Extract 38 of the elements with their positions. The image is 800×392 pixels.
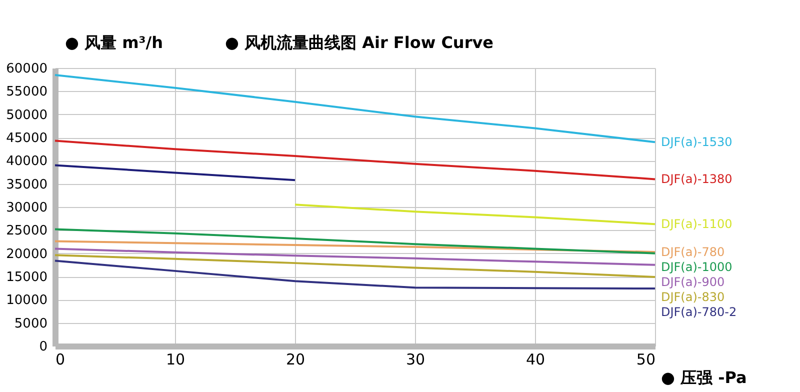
series-label: DJF(a)-1000 xyxy=(661,260,732,274)
line-series xyxy=(294,204,656,226)
y-tick-label: 50000 xyxy=(6,108,48,123)
series-label: DJF(a)-830 xyxy=(661,290,725,304)
line-series xyxy=(54,260,656,290)
line-series xyxy=(54,240,656,253)
x-tick-label: 50 xyxy=(636,350,656,368)
y-tick-label: 5000 xyxy=(14,316,48,332)
x-tick-label: 10 xyxy=(166,350,186,368)
x-tick-label: 30 xyxy=(406,350,426,368)
line-series xyxy=(54,140,656,180)
y-tick-label: 15000 xyxy=(6,270,48,285)
line-series xyxy=(54,228,656,254)
series-label: DJF(a)-780 xyxy=(661,244,725,259)
y-tick-label: 30000 xyxy=(6,200,48,216)
series-label: DJF(a)-1100 xyxy=(661,217,732,232)
line-series xyxy=(54,248,656,266)
line-series xyxy=(54,254,656,278)
x-tick-label: 40 xyxy=(526,350,546,368)
series-label: DJF(a)-900 xyxy=(661,274,725,289)
y-axis-title: ● 风量 m³/h xyxy=(65,33,164,52)
line-series xyxy=(54,74,656,144)
y-tick-label: 20000 xyxy=(6,246,48,262)
y-tick-label: 10000 xyxy=(6,293,48,308)
y-tick-label: 40000 xyxy=(6,154,48,170)
y-tick-label: 25000 xyxy=(6,224,48,239)
series-label: DJF(a)-1530 xyxy=(661,135,732,150)
y-tick-label: 60000 xyxy=(6,62,48,76)
y-tick-label: 0 xyxy=(39,340,48,354)
y-tick-label: 45000 xyxy=(6,131,48,146)
chart-title: ● 风机流量曲线图 Air Flow Curve xyxy=(225,33,494,52)
x-axis-title: ● 压强 -Pa xyxy=(661,368,747,387)
y-tick-label: 35000 xyxy=(6,177,48,192)
series-label: DJF(a)-1380 xyxy=(661,172,732,186)
series-label: DJF(a)-780-2 xyxy=(661,304,737,319)
x-tick-label: 0 xyxy=(56,350,66,368)
y-tick-label: 55000 xyxy=(6,84,48,100)
x-tick-label: 20 xyxy=(286,350,306,368)
